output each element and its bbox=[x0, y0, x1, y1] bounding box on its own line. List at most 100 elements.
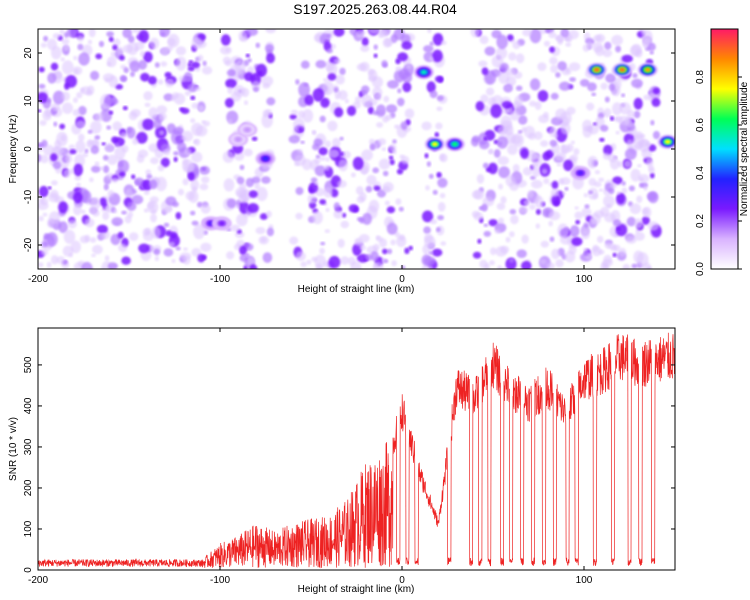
noise-blob bbox=[314, 165, 327, 177]
noise-blob bbox=[543, 40, 551, 47]
noise-blob bbox=[593, 181, 602, 188]
noise-blob bbox=[382, 37, 392, 48]
noise-blob bbox=[248, 190, 258, 199]
noise-blob bbox=[389, 159, 395, 166]
noise-blob bbox=[509, 231, 515, 238]
noise-blob bbox=[131, 174, 136, 180]
noise-blob bbox=[522, 166, 533, 176]
noise-blob bbox=[648, 144, 657, 152]
noise-blob bbox=[100, 93, 112, 110]
noise-blob bbox=[424, 235, 436, 248]
noise-blob bbox=[191, 151, 203, 163]
noise-blob bbox=[195, 125, 208, 137]
noise-blob bbox=[319, 247, 325, 255]
noise-blob bbox=[41, 249, 49, 256]
noise-blob bbox=[600, 206, 610, 217]
noise-blob bbox=[503, 83, 513, 93]
noise-blob bbox=[432, 49, 443, 63]
noise-blob bbox=[193, 139, 199, 144]
noise-blob bbox=[516, 249, 527, 258]
noise-blob bbox=[428, 56, 434, 62]
noise-blob bbox=[509, 110, 520, 121]
noise-blob bbox=[470, 29, 480, 38]
noise-blob bbox=[387, 80, 399, 89]
noise-blob bbox=[59, 123, 66, 130]
noise-blob bbox=[73, 191, 83, 204]
noise-blob bbox=[107, 190, 115, 198]
x-tick-label: 100 bbox=[576, 575, 593, 586]
noise-blob bbox=[376, 122, 384, 128]
noise-blob bbox=[320, 97, 330, 108]
x-tick-label: -200 bbox=[28, 575, 48, 586]
noise-blob bbox=[106, 125, 112, 130]
noise-blob bbox=[647, 221, 659, 231]
noise-blob bbox=[629, 203, 642, 215]
noise-blob bbox=[602, 152, 611, 160]
noise-blob bbox=[546, 262, 555, 269]
noise-blob bbox=[615, 223, 628, 237]
noise-blob bbox=[323, 187, 333, 198]
noise-blob bbox=[598, 188, 604, 192]
noise-blob bbox=[322, 80, 334, 96]
noise-blob bbox=[583, 247, 589, 253]
noise-blob bbox=[199, 183, 209, 191]
noise-blob bbox=[382, 116, 389, 123]
noise-blob bbox=[373, 263, 378, 268]
noise-blob bbox=[50, 153, 58, 162]
noise-blob bbox=[201, 176, 210, 184]
noise-blob bbox=[107, 262, 118, 269]
noise-blob bbox=[603, 194, 615, 208]
noise-blob bbox=[397, 97, 405, 107]
spectral-peak bbox=[619, 67, 626, 72]
noise-blob bbox=[61, 102, 74, 114]
noise-blob bbox=[556, 162, 562, 167]
noise-blob bbox=[338, 90, 348, 101]
noise-blob bbox=[359, 192, 367, 202]
noise-blob bbox=[637, 164, 642, 168]
noise-blob bbox=[47, 72, 57, 84]
noise-blob bbox=[600, 124, 609, 132]
noise-blob bbox=[521, 126, 527, 133]
noise-blob bbox=[63, 44, 70, 52]
noise-blob bbox=[434, 75, 444, 83]
noise-blob bbox=[227, 119, 233, 125]
noise-blob bbox=[149, 196, 159, 204]
noise-blob bbox=[358, 234, 370, 243]
noise-blob bbox=[378, 158, 391, 170]
noise-blob bbox=[437, 202, 446, 212]
noise-blob bbox=[541, 168, 548, 175]
noise-blob bbox=[135, 179, 140, 186]
noise-blob bbox=[171, 259, 176, 263]
noise-blob bbox=[551, 180, 559, 190]
noise-blob bbox=[49, 189, 59, 199]
noise-blob bbox=[323, 78, 328, 82]
noise-blob bbox=[239, 164, 245, 171]
noise-blob bbox=[199, 165, 211, 175]
noise-blob bbox=[477, 238, 482, 244]
noise-blob bbox=[615, 130, 620, 135]
noise-blob bbox=[333, 58, 341, 64]
noise-blob bbox=[124, 188, 134, 201]
noise-blob bbox=[235, 187, 248, 197]
noise-blob bbox=[326, 33, 332, 38]
noise-blob bbox=[190, 61, 201, 69]
noise-blob bbox=[583, 193, 588, 198]
noise-blob bbox=[512, 164, 520, 173]
noise-blob bbox=[352, 156, 364, 171]
noise-blob bbox=[84, 148, 89, 154]
noise-blob bbox=[649, 50, 654, 55]
noise-blob bbox=[429, 251, 434, 255]
noise-blob bbox=[247, 203, 259, 213]
noise-blob bbox=[646, 191, 658, 201]
noise-blob bbox=[421, 264, 434, 269]
noise-blob bbox=[308, 186, 314, 194]
noise-blob bbox=[496, 202, 506, 210]
noise-blob bbox=[86, 140, 93, 149]
snr-frame bbox=[37, 327, 676, 571]
noise-blob bbox=[112, 121, 122, 131]
noise-blob bbox=[559, 81, 571, 91]
noise-blob bbox=[169, 241, 175, 247]
noise-blob bbox=[52, 33, 61, 39]
noise-blob bbox=[555, 152, 566, 162]
noise-blob bbox=[557, 223, 569, 238]
